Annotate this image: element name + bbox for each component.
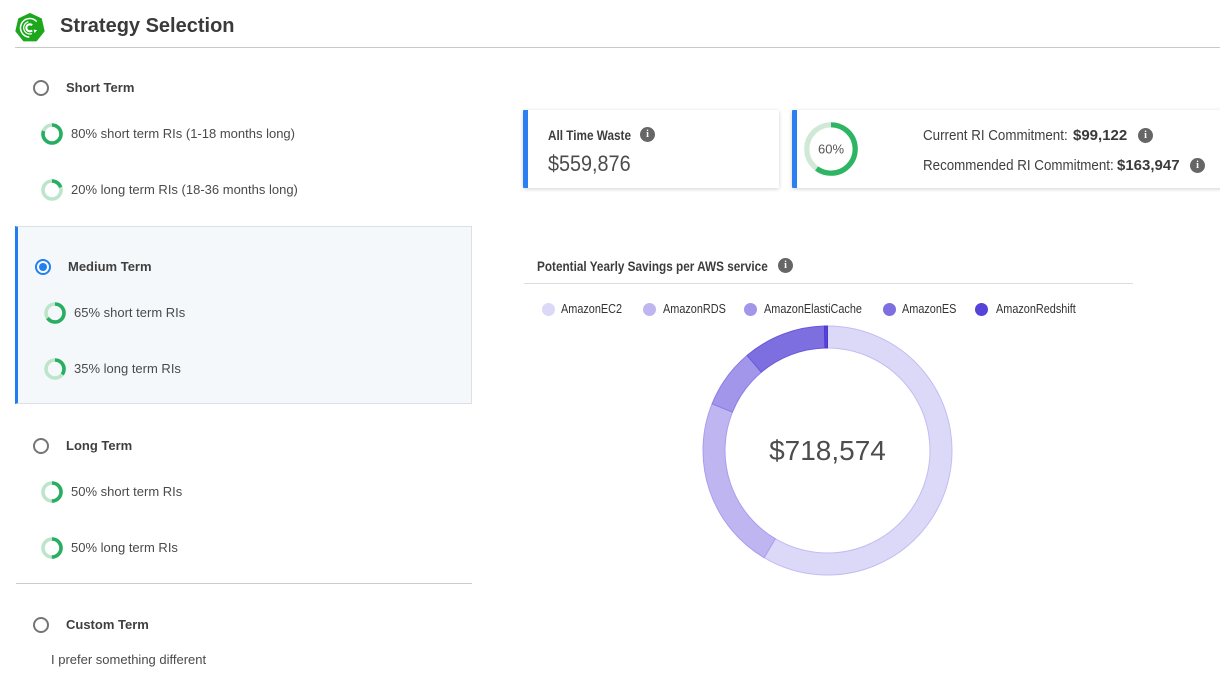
svg-text:60%: 60% <box>818 142 844 157</box>
